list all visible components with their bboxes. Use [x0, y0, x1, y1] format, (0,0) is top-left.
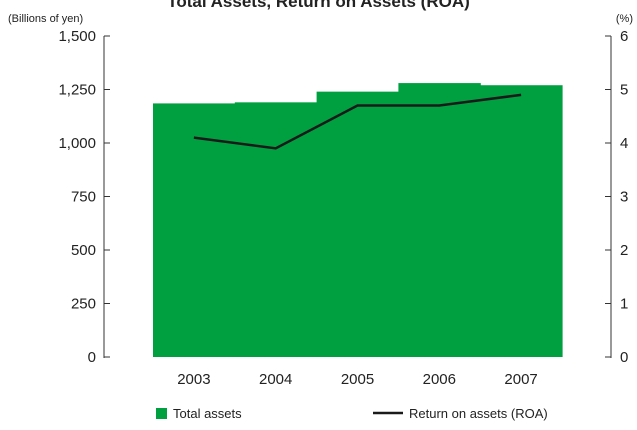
x-tick-label: 2003 — [177, 371, 210, 388]
legend-label-roa: Return on assets (ROA) — [409, 406, 548, 421]
legend-swatch-total-assets — [156, 408, 167, 419]
left-tick-label: 0 — [88, 349, 96, 366]
right-tick-label: 1 — [620, 296, 628, 313]
bars-layer — [153, 83, 563, 357]
x-tick-label: 2007 — [504, 371, 537, 388]
right-axis-unit-label: (%) — [616, 13, 633, 25]
legend-label-total-assets: Total assets — [173, 406, 242, 421]
right-tick-label: 3 — [620, 189, 628, 206]
right-tick-label: 0 — [620, 349, 628, 366]
x-tick-label: 2004 — [259, 371, 292, 388]
bar-2004 — [235, 102, 317, 357]
right-tick-label: 5 — [620, 82, 628, 99]
left-tick-label: 1,000 — [58, 135, 96, 152]
bar-2006 — [398, 83, 480, 357]
left-tick-label: 750 — [71, 189, 96, 206]
bar-2007 — [480, 85, 562, 357]
x-tick-label: 2005 — [341, 371, 374, 388]
left-tick-label: 250 — [71, 296, 96, 313]
left-tick-label: 1,250 — [58, 82, 96, 99]
left-tick-label: 1,500 — [58, 28, 96, 45]
right-tick-label: 4 — [620, 135, 628, 152]
left-tick-label: 500 — [71, 242, 96, 259]
chart-title: Total Assets, Return on Assets (ROA) — [0, 0, 637, 12]
x-tick-label: 2006 — [423, 371, 456, 388]
left-axis-unit-label: (Billions of yen) — [8, 13, 83, 25]
bar-2005 — [317, 92, 399, 357]
legend: Total assets Return on assets (ROA) — [156, 406, 548, 421]
right-tick-label: 6 — [620, 28, 628, 45]
right-tick-label: 2 — [620, 242, 628, 259]
